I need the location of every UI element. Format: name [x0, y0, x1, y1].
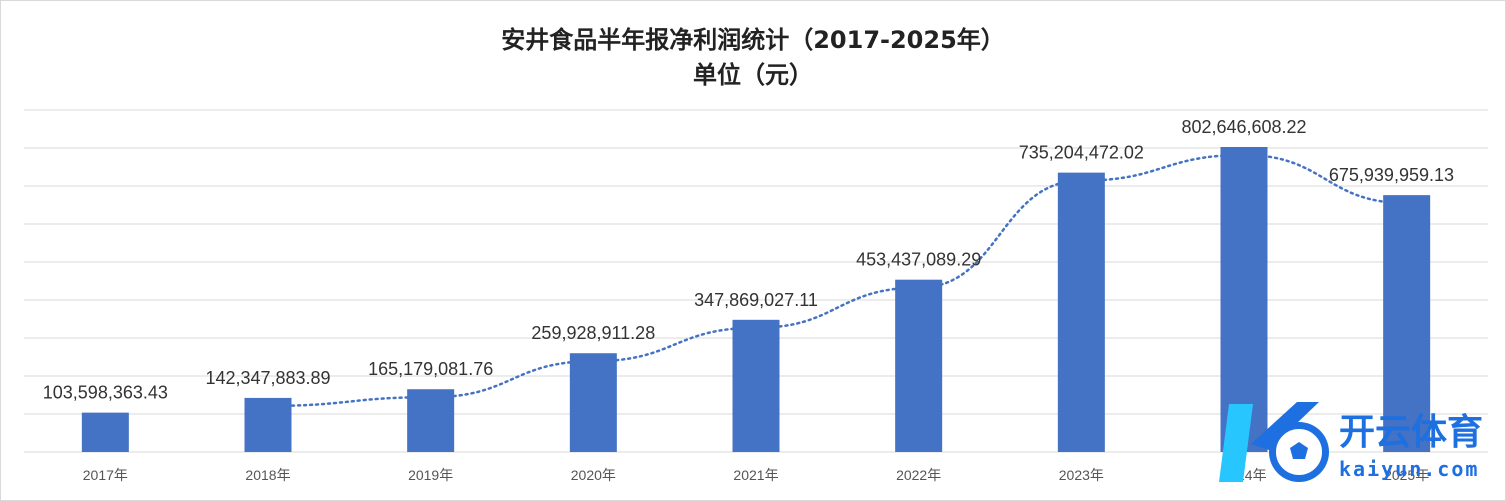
bar	[1220, 146, 1268, 452]
kaiyun-logo: 开云体育 kaiyun.com	[1219, 402, 1483, 482]
x-tick-label: 2021年	[733, 467, 778, 483]
data-label: 675,939,959.13	[1329, 165, 1454, 185]
x-tick-label: 2018年	[245, 467, 290, 483]
data-label: 165,179,081.76	[368, 359, 493, 379]
x-axis-ticks: 2017年 2018年 2019年 2020年 2021年 2022年 2023年 2024年…	[83, 467, 1429, 483]
chart-title: 安井食品半年报净利润统计（2017-2025年）	[501, 26, 1005, 54]
x-tick-label: 2023年	[1059, 467, 1104, 483]
bar	[81, 412, 129, 452]
bar	[895, 279, 943, 452]
bar	[1383, 195, 1431, 452]
trendline-group	[266, 153, 1408, 408]
soccer-ball-icon	[1269, 422, 1329, 482]
bar	[1057, 172, 1105, 452]
data-label: 347,869,027.11	[694, 290, 818, 310]
chart-subtitle: 单位（元）	[693, 61, 813, 89]
data-label: 453,437,089.29	[856, 250, 981, 270]
data-label: 103,598,363.43	[43, 383, 168, 403]
bar	[407, 389, 455, 452]
x-tick-label: 2022年	[896, 467, 941, 483]
data-label: 259,928,911.28	[531, 323, 655, 343]
data-label: 142,347,883.89	[205, 368, 330, 388]
bar	[732, 319, 780, 452]
data-label: 735,204,472.02	[1019, 143, 1144, 163]
watermark-domain-text: kaiyun.com	[1339, 457, 1479, 481]
watermark-brand-text: 开云体育	[1339, 412, 1483, 453]
trendline	[266, 153, 1408, 408]
data-label: 802,646,608.22	[1181, 117, 1306, 137]
bar	[569, 353, 617, 452]
x-tick-label: 2020年	[571, 467, 616, 483]
data-labels: 103,598,363.43 142,347,883.89 165,179,081.…	[43, 117, 1454, 403]
x-tick-label: 2025年	[1384, 467, 1429, 483]
x-tick-label: 2019年	[408, 467, 453, 483]
x-tick-label: 2017年	[83, 467, 128, 483]
